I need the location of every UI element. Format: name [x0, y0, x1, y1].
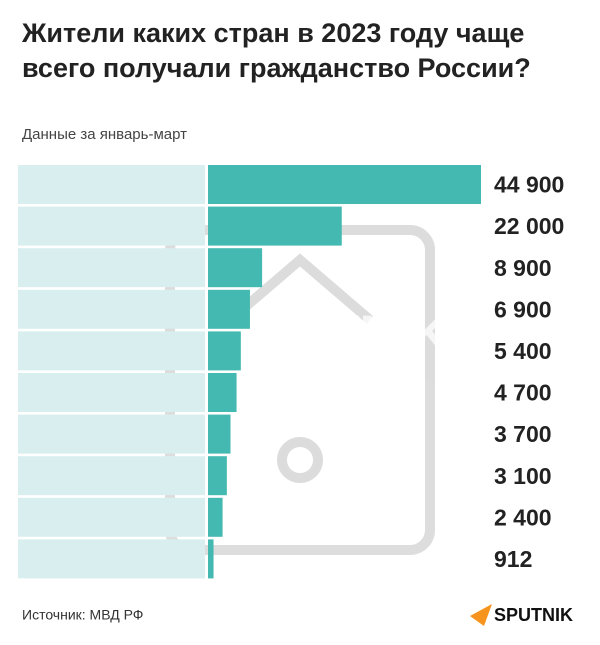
bar [208, 497, 223, 537]
value-label: 4 700 [494, 380, 552, 406]
bar [208, 539, 214, 579]
value-label: 44 900 [494, 172, 564, 198]
bar [208, 414, 231, 454]
bar [208, 206, 342, 246]
value-label: 3 700 [494, 421, 552, 447]
row-band [18, 206, 205, 246]
value-label: 2 400 [494, 504, 552, 530]
bar [208, 456, 227, 496]
row-band [18, 331, 205, 371]
value-label: 3 100 [494, 463, 552, 489]
row-band [18, 456, 205, 496]
row-band [18, 373, 205, 412]
source: Источник: МВД РФ [22, 607, 143, 623]
bar [208, 165, 481, 204]
bar [208, 289, 250, 329]
watermark: SPUTNIK [221, 306, 450, 364]
row-band [18, 414, 205, 454]
row-band [18, 248, 205, 288]
bar [208, 331, 241, 371]
row-band [18, 289, 205, 329]
row-band [18, 165, 205, 204]
value-label: 8 900 [494, 255, 552, 281]
logo-icon [470, 604, 492, 626]
value-label: 5 400 [494, 338, 552, 364]
chart-subtitle: Данные за январь-март [22, 126, 187, 143]
bar [208, 248, 263, 288]
bar [208, 373, 237, 412]
row-band [18, 497, 205, 537]
value-label: 6 900 [494, 296, 552, 322]
logo: SPUTNIK [494, 605, 573, 625]
chart-title: Жители каких стран в 2023 году чаще всег… [22, 18, 531, 83]
value-label: 22 000 [494, 213, 564, 239]
value-label: 912 [494, 546, 532, 572]
row-band [18, 539, 205, 579]
